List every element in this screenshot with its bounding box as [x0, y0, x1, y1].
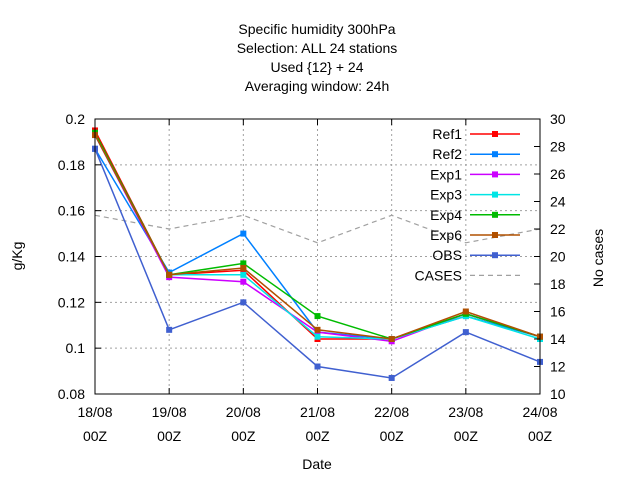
x-tick-label: 22/08 [374, 404, 409, 420]
data-point [388, 336, 395, 342]
data-point [240, 230, 247, 237]
x-axis-label: Date [302, 456, 332, 472]
data-point [240, 264, 247, 271]
x-axis: 18/08 00Z 19/08 00Z 20/08 00Z 21/08 00Z 22/08 00Z… [77, 119, 558, 444]
legend-item-exp6: Exp6 [430, 227, 520, 243]
series-exp1 [92, 132, 543, 345]
data-point [314, 313, 321, 320]
data-point [166, 271, 173, 278]
legend-item-cases: CASES [415, 267, 520, 283]
x-tick-label: 23/08 [448, 404, 483, 420]
legend-item-exp1: Exp1 [430, 166, 520, 182]
grid [95, 119, 540, 394]
y-tick-label: 0.14 [58, 249, 85, 265]
legend-label: CASES [415, 267, 462, 283]
chart-title-line: Averaging window: 24h [245, 78, 390, 94]
y2-tick-label: 20 [550, 249, 566, 265]
chart-title-line: Used {12} + 24 [270, 59, 363, 75]
chart-title-line: Specific humidity 300hPa [238, 21, 395, 37]
y2-tick-label: 12 [550, 359, 566, 375]
data-point [240, 260, 247, 267]
data-point [314, 326, 321, 333]
x-tick-label: 21/08 [300, 404, 335, 420]
data-point [462, 329, 469, 336]
legend-label: Exp1 [430, 166, 462, 182]
y-tick-label: 0.16 [58, 203, 85, 219]
y-axis: 0.08 0.1 0.12 0.14 0.16 0.18 0.2 [58, 111, 101, 402]
legend-marker [492, 131, 498, 137]
x-tick-label: 19/08 [152, 404, 187, 420]
x-tick-label: 00Z [305, 428, 330, 444]
y2-tick-label: 28 [550, 139, 566, 155]
legend-label: OBS [432, 247, 462, 263]
x-tick-label: 00Z [157, 428, 182, 444]
data-point [462, 308, 469, 315]
series-cases [94, 214, 541, 244]
x-tick-label: 24/08 [522, 404, 557, 420]
legend-marker [492, 232, 498, 238]
legend-marker [492, 191, 498, 198]
x-tick-label: 18/08 [77, 404, 112, 420]
y2-tick-label: 14 [550, 331, 566, 347]
y2-tick-label: 30 [550, 111, 566, 127]
series-line [94, 214, 541, 244]
x-tick-label: 00Z [380, 428, 405, 444]
legend-item-ref2: Ref2 [432, 146, 520, 162]
legend-label: Ref2 [432, 146, 462, 162]
y2-axis: 10 12 14 16 18 20 22 24 26 28 30 [534, 111, 566, 402]
data-point [314, 333, 321, 340]
legend-label: Ref1 [432, 126, 462, 142]
legend-marker [492, 252, 498, 259]
legend-item-obs: OBS [432, 247, 520, 263]
x-tick-label: 20/08 [226, 404, 261, 420]
legend-label: Exp4 [430, 207, 462, 223]
legend-marker [492, 211, 498, 218]
y-axis-label: g/Kg [9, 242, 25, 271]
data-point [240, 271, 247, 278]
y2-tick-label: 24 [550, 194, 566, 210]
legend-item-exp3: Exp3 [430, 187, 520, 203]
x-tick-label: 00Z [454, 428, 479, 444]
x-tick-label: 00Z [528, 428, 553, 444]
y2-tick-label: 16 [550, 304, 566, 320]
y2-tick-label: 18 [550, 276, 566, 292]
data-point [314, 363, 321, 370]
y-tick-label: 0.08 [58, 386, 85, 402]
y-tick-label: 0.12 [58, 294, 85, 310]
y-tick-label: 0.1 [66, 340, 86, 356]
chart-title: Specific humidity 300hPa Selection: ALL 2… [237, 21, 398, 94]
x-tick-label: 00Z [83, 428, 108, 444]
y2-tick-label: 26 [550, 166, 566, 182]
data-point [166, 326, 173, 333]
legend-marker [492, 151, 498, 158]
data-point [240, 299, 247, 306]
series-layer [92, 127, 543, 381]
y-tick-label: 0.2 [66, 111, 86, 127]
chart-title-line: Selection: ALL 24 stations [237, 40, 398, 56]
data-point [388, 374, 395, 381]
legend-label: Exp3 [430, 187, 462, 203]
y-tick-label: 0.18 [58, 157, 85, 173]
legend-marker [492, 171, 498, 178]
legend: Ref1 Ref2 Exp1 Exp3 Exp4 Exp6 OBS CASES [415, 126, 520, 283]
legend-label: Exp6 [430, 227, 462, 243]
data-point [240, 278, 247, 285]
legend-item-ref1: Ref1 [432, 126, 520, 142]
legend-item-exp4: Exp4 [430, 207, 520, 223]
y2-tick-label: 10 [550, 386, 566, 402]
y2-axis-label: No cases [590, 229, 606, 287]
x-tick-label: 00Z [231, 428, 256, 444]
y2-tick-label: 22 [550, 221, 566, 237]
